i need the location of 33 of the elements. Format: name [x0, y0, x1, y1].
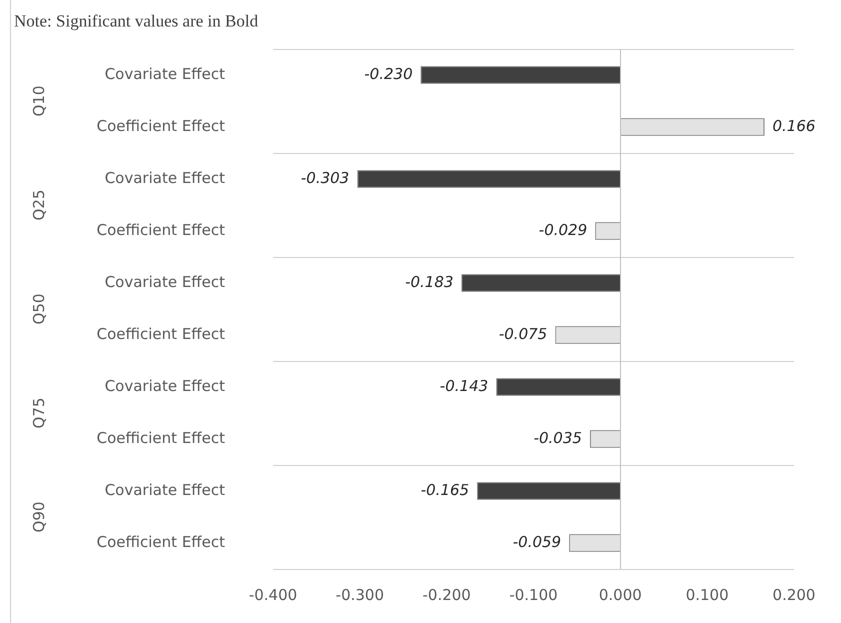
y-tick-label: Coefficient Effect	[96, 220, 226, 239]
x-tick-label: 0.100	[686, 586, 729, 604]
y-tick-label: Coefficient Effect	[96, 428, 226, 447]
x-tick-label: 0.000	[598, 586, 642, 604]
data-label: -0.035	[534, 428, 582, 447]
x-tick-label: -0.400	[248, 586, 298, 604]
text: Q50	[30, 294, 48, 324]
text: Q75	[30, 398, 48, 428]
data-label: -0.165	[420, 480, 470, 499]
y-tick-label: Coefficient Effect	[96, 532, 226, 551]
data-label: -0.183	[405, 272, 454, 291]
y-tick-label: Coefficient Effect	[96, 116, 226, 135]
text: Note: Significant values are in Bold	[14, 11, 259, 30]
y-tick-label: Covariate Effect	[104, 480, 226, 499]
data-label: -0.303	[300, 168, 350, 187]
text: Q25	[30, 190, 48, 220]
y-tick-label: Coefficient Effect	[96, 324, 226, 343]
data-label: -0.075	[498, 324, 548, 343]
data-label: -0.029	[538, 220, 588, 239]
y-tick-label: Covariate Effect	[104, 376, 226, 395]
text: Q90	[30, 502, 48, 532]
x-tick-label: -0.200	[422, 586, 471, 604]
y-tick-label: Covariate Effect	[104, 64, 226, 83]
text: Q10	[30, 86, 48, 116]
x-tick-label: 0.200	[772, 586, 816, 604]
y-tick-label: Covariate Effect	[104, 272, 226, 291]
data-label: -0.059	[512, 532, 562, 551]
x-tick-label: -0.300	[336, 586, 384, 604]
data-label: -0.230	[364, 64, 413, 83]
y-tick-label: Covariate Effect	[104, 168, 226, 187]
data-label: -0.143	[440, 376, 488, 395]
data-label: 0.166	[772, 116, 816, 135]
x-tick-label: -0.100	[509, 586, 558, 604]
